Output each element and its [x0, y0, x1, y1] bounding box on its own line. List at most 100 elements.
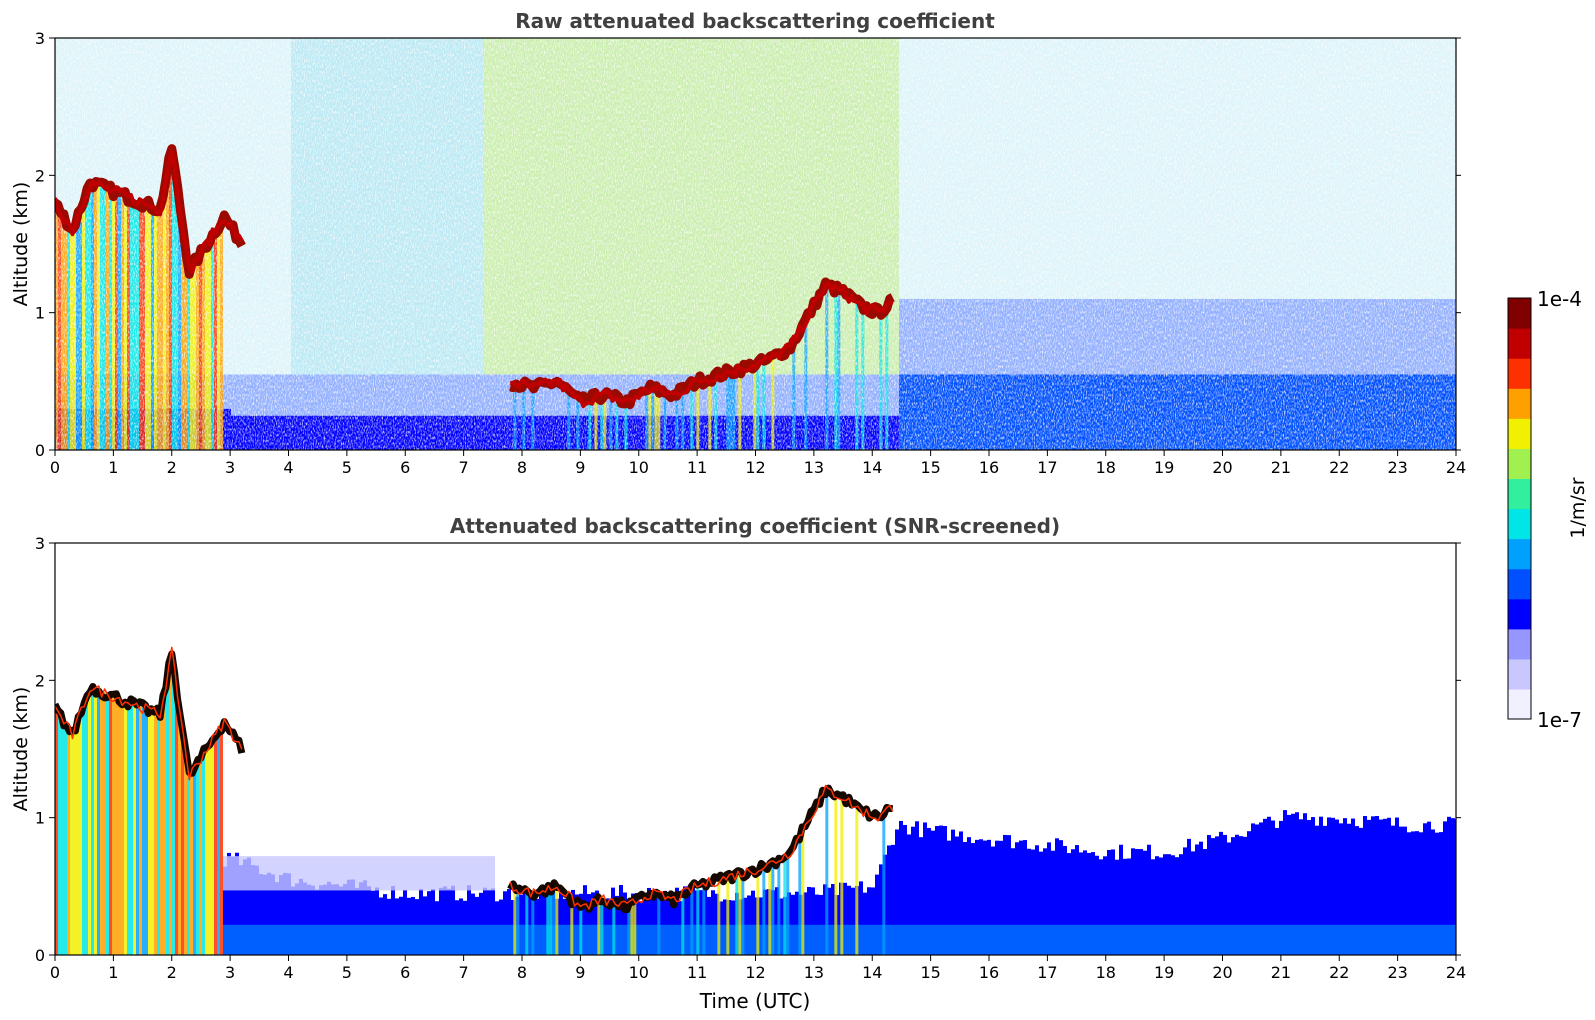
- screened-surface-layer: [295, 924, 299, 955]
- screened-boundary-layer: [299, 878, 303, 955]
- screened-faint-layer: [235, 856, 239, 891]
- screened-boundary-layer: [1139, 849, 1143, 955]
- screened-faint-layer: [291, 856, 295, 891]
- cloud-base-trace: [55, 149, 244, 274]
- screened-surface-layer: [1239, 924, 1243, 955]
- early-cloud-column: [181, 718, 184, 955]
- screened-x-ticks: 0 1 2 3 4 5 6 7 8 9 10 11 12 13 14 15 16 17 18 19 20 21 22 23 24: [50, 955, 1466, 982]
- early-cloud-column: [196, 765, 199, 955]
- screened-faint-layer: [279, 856, 283, 891]
- screened-surface-layer: [751, 924, 755, 955]
- raw-y-ticks: 0 1 2 3: [35, 29, 1461, 460]
- screened-boundary-layer: [263, 874, 267, 955]
- screened-boundary-layer: [1067, 853, 1071, 955]
- x-tick-label: 17: [1037, 458, 1057, 477]
- screened-boundary-layer: [331, 884, 335, 955]
- midday-plume: [702, 884, 706, 955]
- screened-faint-layer: [267, 856, 271, 891]
- screened-faint-layer: [359, 856, 363, 891]
- screened-faint-layer: [299, 856, 303, 891]
- screened-surface-layer: [1379, 924, 1383, 955]
- screened-surface-layer: [1043, 924, 1047, 955]
- screened-boundary-layer: [1103, 856, 1107, 955]
- screened-faint-layer: [263, 856, 267, 891]
- screened-panel-title: Attenuated backscattering coefficient (S…: [450, 514, 1060, 538]
- screened-surface-layer: [1263, 924, 1267, 955]
- screened-faint-layer: [315, 856, 319, 891]
- midday-plume: [741, 873, 745, 955]
- screened-surface-layer: [1155, 924, 1159, 955]
- screened-boundary-layer: [1375, 815, 1379, 955]
- screened-surface-layer: [671, 924, 675, 955]
- screened-boundary-layer: [851, 887, 855, 955]
- screened-surface-layer: [699, 924, 703, 955]
- screened-surface-layer: [895, 924, 899, 955]
- screened-surface-layer: [1215, 924, 1219, 955]
- screened-faint-layer: [395, 856, 399, 891]
- early-cloud-column: [211, 742, 214, 955]
- screened-boundary-layer: [1379, 819, 1383, 955]
- screened-surface-layer: [1235, 924, 1239, 955]
- screened-boundary-layer: [335, 884, 339, 955]
- cloud-base-trace: [509, 784, 894, 910]
- midday-plume: [786, 854, 790, 955]
- screened-boundary-layer: [1087, 852, 1091, 955]
- colorbar-min-label: 1e-7: [1537, 708, 1582, 732]
- screened-faint-layer: [403, 856, 407, 891]
- screened-surface-layer: [1199, 924, 1203, 955]
- screened-surface-layer: [603, 924, 607, 955]
- x-tick-label: 2: [167, 458, 177, 477]
- screened-boundary-layer: [775, 887, 779, 955]
- screened-boundary-layer: [1299, 819, 1303, 955]
- cloud-base-trace: [509, 281, 894, 409]
- screened-boundary-layer: [1131, 848, 1135, 955]
- screened-boundary-layer: [1203, 848, 1207, 955]
- screened-surface-layer: [1075, 924, 1079, 955]
- screened-boundary-layer: [1171, 855, 1175, 955]
- screened-surface-layer: [795, 924, 799, 955]
- screened-boundary-layer: [527, 890, 531, 955]
- screened-surface-layer: [499, 924, 503, 955]
- screened-boundary-layer: [643, 892, 647, 955]
- colorbar-cell: [1508, 568, 1531, 600]
- screened-boundary-layer: [1183, 847, 1187, 955]
- midday-plume: [555, 886, 559, 955]
- screened-boundary-layer: [711, 890, 715, 955]
- screened-boundary-layer: [319, 885, 323, 955]
- screened-surface-layer: [335, 924, 339, 955]
- screened-surface-layer: [591, 924, 595, 955]
- screened-boundary-layer: [1419, 832, 1423, 955]
- screened-boundary-layer: [1411, 831, 1415, 955]
- screened-boundary-layer: [1303, 813, 1307, 955]
- screened-boundary-layer: [1015, 842, 1019, 955]
- screened-surface-layer: [651, 924, 655, 955]
- screened-surface-layer: [819, 924, 823, 955]
- screened-boundary-layer: [367, 886, 371, 955]
- early-cloud-column: [103, 692, 106, 955]
- screened-boundary-layer: [1431, 829, 1435, 955]
- screened-faint-layer: [335, 856, 339, 891]
- screened-surface-layer: [1183, 924, 1187, 955]
- screened-faint-layer: [331, 856, 335, 891]
- screened-surface-layer: [743, 924, 747, 955]
- screened-surface-layer: [875, 924, 879, 955]
- screened-boundary-layer: [1423, 823, 1427, 955]
- screened-boundary-layer: [303, 882, 307, 955]
- screened-boundary-layer: [699, 890, 703, 955]
- screened-boundary-layer: [935, 825, 939, 955]
- screened-boundary-layer: [911, 826, 915, 955]
- screened-surface-layer: [1275, 924, 1279, 955]
- screened-surface-layer: [1307, 924, 1311, 955]
- midday-plume: [762, 867, 766, 955]
- screened-surface-layer: [963, 924, 967, 955]
- screened-surface-layer: [1259, 924, 1263, 955]
- x-tick-label: 20: [1212, 963, 1232, 982]
- screened-surface-layer: [647, 924, 651, 955]
- x-tick-label: 10: [629, 458, 649, 477]
- screened-boundary-layer: [1359, 827, 1363, 955]
- screened-surface-layer: [527, 924, 531, 955]
- x-tick-label: 21: [1271, 963, 1291, 982]
- screened-boundary-layer: [751, 890, 755, 955]
- screened-boundary-layer: [1063, 845, 1067, 955]
- screened-surface-layer: [1011, 924, 1015, 955]
